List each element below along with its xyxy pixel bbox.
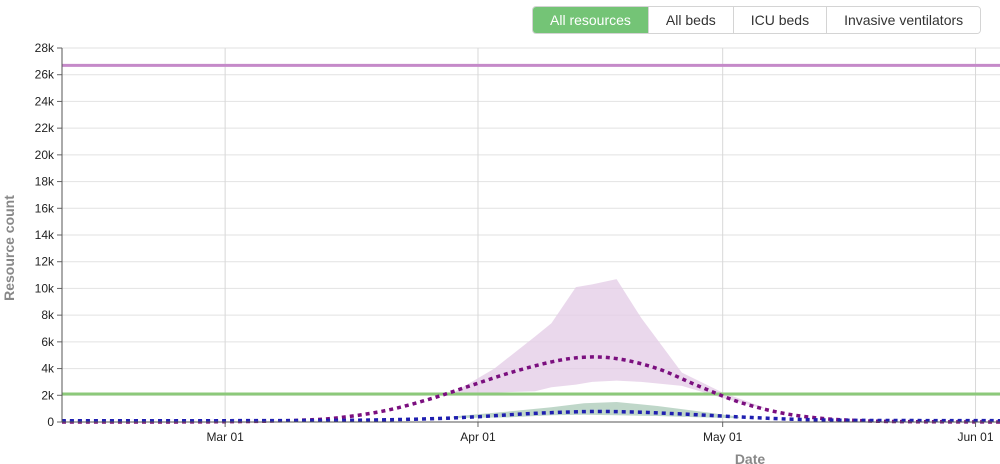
y-tick-label: 8k xyxy=(41,308,55,322)
x-axis: Mar 01 Apr 01 May 01 Jun 01 xyxy=(62,421,1000,444)
icu-beds-button[interactable]: ICU beds xyxy=(732,7,827,33)
y-tick-label: 12k xyxy=(35,255,55,269)
uncertainty-band xyxy=(453,402,739,419)
projection-line xyxy=(61,409,1000,423)
y-axis: 0 2k 4k 6k 8k 10k 12k 14k 16k 18k 20k 22k 24k 26k 28k xyxy=(35,41,63,429)
x-tick-label: Apr 01 xyxy=(460,430,496,444)
x-axis-label: Date xyxy=(735,451,766,464)
y-tick-label: 0 xyxy=(47,415,54,429)
y-tick-label: 14k xyxy=(35,228,55,242)
y-axis-label: Resource count xyxy=(1,195,17,301)
y-tick-label: 28k xyxy=(35,41,55,55)
all-resources-button[interactable]: All resources xyxy=(533,7,648,33)
resource-toggle-group: All resources All beds ICU beds Invasive… xyxy=(532,6,982,34)
x-tick-label: Jun 01 xyxy=(958,430,994,444)
y-tick-label: 20k xyxy=(35,148,55,162)
capacity-lines xyxy=(62,63,1000,396)
x-tick-label: May 01 xyxy=(703,430,743,444)
y-tick-label: 4k xyxy=(41,362,55,376)
projection-lines xyxy=(61,355,1000,424)
uncertainty-band xyxy=(453,279,764,409)
all-beds-button[interactable]: All beds xyxy=(647,7,733,33)
y-tick-label: 26k xyxy=(35,68,55,82)
y-tick-label: 6k xyxy=(41,335,55,349)
y-tick-label: 18k xyxy=(35,175,55,189)
uncertainty-bands xyxy=(453,279,764,419)
y-tick-label: 10k xyxy=(35,281,55,295)
x-tick-label: Mar 01 xyxy=(206,430,244,444)
y-tick-label: 16k xyxy=(35,201,55,215)
y-tick-label: 24k xyxy=(35,94,55,108)
y-tick-label: 22k xyxy=(35,121,55,135)
invasive-ventilators-button[interactable]: Invasive ventilators xyxy=(826,7,981,33)
y-tick-label: 2k xyxy=(41,388,55,402)
